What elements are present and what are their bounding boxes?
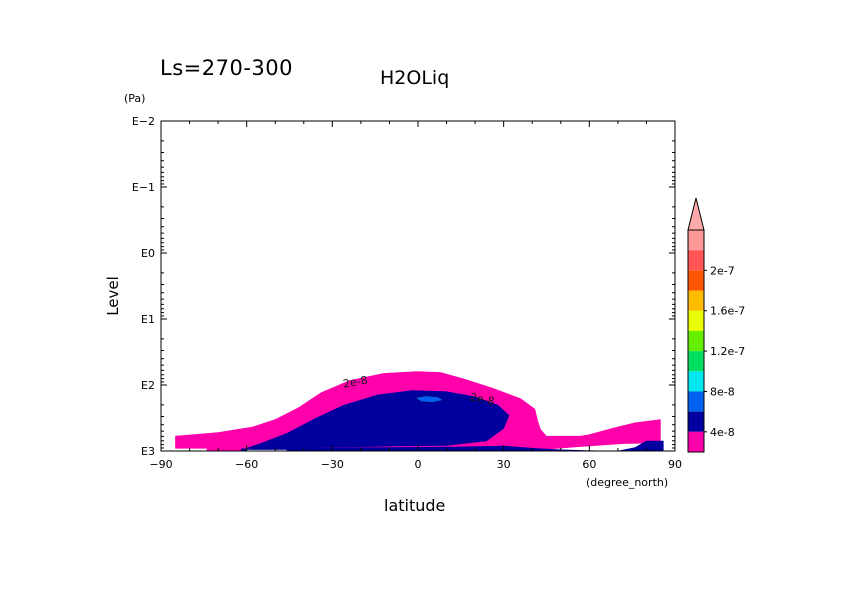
colorbar-swatch: [688, 431, 704, 452]
colorbar-swatch: [688, 411, 704, 432]
colorbar-swatch: [688, 391, 704, 412]
contour-region-blue-core: [414, 395, 445, 403]
contour-label-1: 2e-8: [469, 390, 496, 408]
colorbar-label: 4e-8: [710, 426, 735, 439]
contour-labels: 2e-8 2e-8: [342, 374, 496, 409]
x-tick-label: −60: [235, 458, 258, 471]
surface-gap-1: [246, 449, 287, 451]
contour-region-navy-main: [246, 390, 510, 449]
colorbar-swatch: [688, 371, 704, 392]
colorbar-swatch: [688, 310, 704, 331]
y-axis-unit: (Pa): [124, 92, 146, 105]
colorbar: 4e-8 8e-8 1.2e-7 1.6e-7 2e-7: [687, 197, 745, 453]
x-axis-label: latitude: [384, 496, 446, 515]
colorbar-swatch: [688, 290, 704, 311]
x-tick-label: −30: [321, 458, 344, 471]
colorbar-swatch: [688, 230, 704, 251]
x-tick-label: 30: [497, 458, 511, 471]
colorbar-swatch: [688, 351, 704, 372]
colorbar-extend-arrow: [687, 197, 705, 231]
colorbar-label: 2e-7: [710, 264, 735, 277]
y-tick-label: E0: [141, 247, 155, 260]
contour-fills: [166, 371, 664, 451]
contour-region-navy-lower: [241, 440, 664, 451]
colorbar-swatch: [688, 270, 704, 291]
y-tick-label: E3: [141, 445, 155, 458]
x-axis-unit: (degree_north): [586, 476, 669, 489]
y-tick-label: E1: [141, 313, 155, 326]
y-tick-label: E−2: [132, 115, 155, 128]
colorbar-label: 8e-8: [710, 385, 735, 398]
x-tick-label: 90: [668, 458, 682, 471]
colorbar-swatch: [688, 330, 704, 352]
season-label: Ls=270-300: [160, 56, 293, 80]
colorbar-label: 1.2e-7: [710, 345, 745, 358]
x-tick-label: 60: [582, 458, 596, 471]
x-tick-label: 0: [415, 458, 422, 471]
x-tick-label: −90: [149, 458, 172, 471]
colorbar-swatch: [688, 250, 704, 271]
surface-gap-0: [166, 448, 207, 451]
contour-label-0: 2e-8: [342, 374, 369, 391]
plot-axes: −90 −60 −30 0 30 60 90 E−2 E−1 E0 E1 E2 E3: [132, 115, 682, 471]
y-tick-label: E−1: [132, 181, 155, 194]
chart-title: H2OLiq: [380, 67, 450, 89]
colorbar-label: 1.6e-7: [710, 305, 745, 318]
colorbar-frame: [687, 229, 705, 453]
y-tick-label: E2: [141, 379, 155, 392]
